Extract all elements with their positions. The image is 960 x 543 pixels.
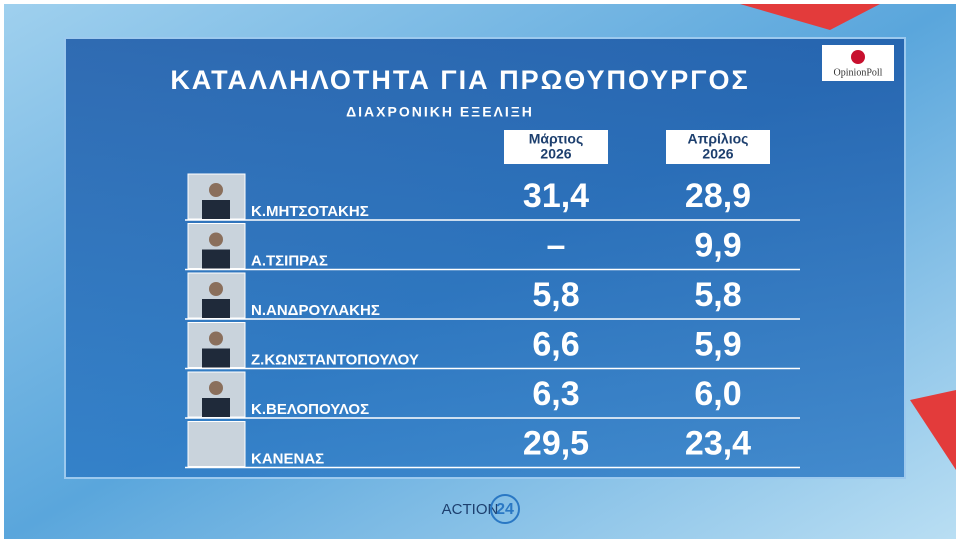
column-month: Μάρτιος [529,131,584,147]
column-header-box [666,130,770,164]
row-name: Κ.ΜΗΤΣΟΤΑΚΗΣ [251,203,369,220]
photo-body [202,398,230,417]
row-value: – [547,226,566,264]
photo-head [209,232,223,247]
row-name: Ν.ΑΝΔΡΟΥΛΑΚΗΣ [251,302,380,319]
photo-body [202,299,230,318]
row-value: 28,9 [685,177,751,215]
row-value: 5,8 [532,276,579,314]
row-value: 5,8 [694,276,741,314]
photo-body [202,348,230,368]
column-month: Απρίλιος [688,131,749,147]
row-value: 6,6 [532,325,579,363]
row-name: Ζ.ΚΩΝΣΤΑΝΤΟΠΟΥΛΟΥ [251,351,419,368]
row-value: 5,9 [694,325,741,363]
row-value: 6,0 [694,375,741,413]
footer-brand: ACTION [442,501,499,518]
column-year: 2026 [540,146,571,162]
row-name: Κ.ΒΕΛΟΠΟΥΛΟΣ [251,401,369,418]
photo-head [209,282,223,296]
row-value: 9,9 [694,226,741,264]
subtitle: ΔΙΑΧΡΟΝΙΚΗ ΕΞΕΛΙΞΗ [346,104,534,120]
column-header-box [504,130,608,164]
photo-head [209,331,223,346]
title: ΚΑΤΑΛΛΗΛΟΤΗΤΑ ΓΙΑ ΠΡΩΘΥΠΟΥΡΓΟΣ [170,65,749,95]
row-name: ΚΑΝΕΝΑΣ [251,450,324,467]
row-name: Α.ΤΣΙΠΡΑΣ [251,252,328,269]
photo-head [209,183,223,197]
footer-ring [490,494,520,524]
photo-head [209,381,223,395]
deco [910,390,956,470]
photo-body [202,200,230,219]
deco [740,4,880,30]
logo-icon [851,50,865,64]
logo: OpinionPoll [834,67,883,78]
row-value: 29,5 [523,424,589,462]
row-value: 6,3 [532,375,579,413]
photo [187,421,246,467]
column-year: 2026 [702,146,733,162]
row-value: 31,4 [523,177,589,215]
photo-body [202,249,230,269]
footer-number: 24 [496,501,514,518]
row-value: 23,4 [685,424,751,462]
